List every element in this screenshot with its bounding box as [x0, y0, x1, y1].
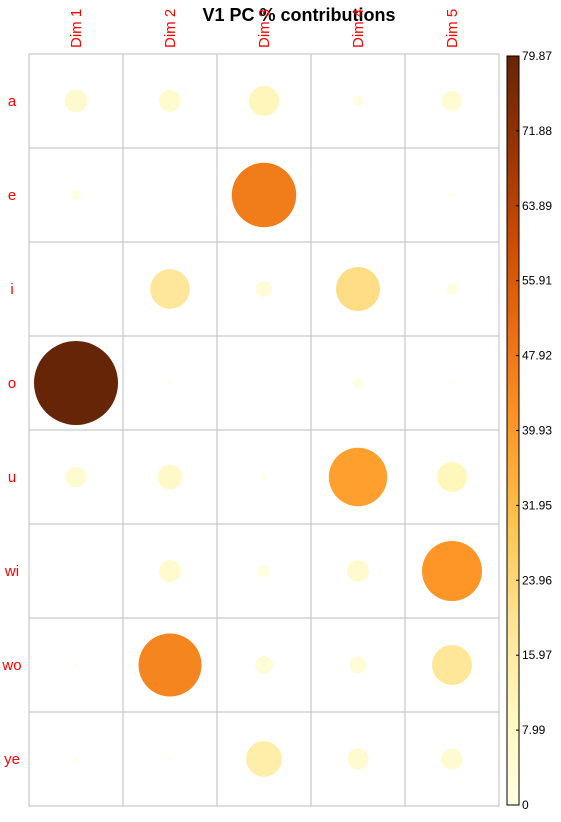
circle-a-dim-5: [441, 90, 463, 112]
column-label: Dim 2: [162, 9, 179, 48]
column-label: Dim 3: [256, 9, 273, 48]
circle-e-dim-5: [449, 192, 455, 198]
circle-wo-dim-3: [255, 656, 273, 674]
circle-wo-dim-2: [138, 633, 202, 697]
circle-u-dim-2: [157, 464, 183, 490]
circle-wi-dim-3: [258, 565, 270, 577]
colorbar-tick-label: 47.92: [522, 349, 552, 363]
circle-i-dim-5: [446, 283, 458, 295]
circle-i-dim-4: [336, 267, 380, 311]
row-label: u: [8, 469, 16, 486]
colorbar-tick-label: 31.95: [522, 498, 552, 512]
circle-a-dim-1: [64, 89, 88, 113]
colorbar-tick-label: 55.91: [522, 274, 552, 288]
colorbar-tick-label: 39.93: [522, 424, 552, 438]
row-label: a: [8, 93, 17, 110]
circle-wi-dim-4: [347, 560, 369, 582]
circle-wi-dim-5: [422, 541, 482, 601]
chart-title: V1 PC % contributions: [202, 5, 395, 25]
circle-o-dim-2: [168, 381, 172, 385]
circle-o-dim-5: [450, 381, 454, 385]
column-label: Dim 5: [444, 9, 461, 48]
circle-a-dim-4: [352, 95, 364, 107]
colorbar-tick-label: 23.96: [522, 573, 552, 587]
circle-ye-dim-3: [246, 741, 282, 777]
row-label: i: [10, 281, 13, 298]
circle-e-dim-3: [231, 162, 297, 228]
circle-i-dim-3: [256, 281, 272, 297]
circle-marks: [34, 85, 482, 777]
row-label: wi: [4, 563, 19, 580]
circle-ye-dim-5: [441, 748, 463, 770]
column-label: Dim 1: [68, 9, 85, 48]
colorbar-tick-label: 15.97: [522, 648, 552, 662]
circle-wo-dim-5: [432, 645, 472, 685]
axis-labels: a e i o u wi wo ye Dim 1 Dim 2 Dim 3 Dim 4 Dim 5: [1, 9, 461, 768]
circle-a-dim-2: [158, 89, 182, 113]
colorbar-tick-label: 71.88: [522, 124, 552, 138]
circle-o-dim-1: [34, 341, 118, 425]
circle-o-dim-4: [352, 377, 364, 389]
circle-ye-dim-2: [167, 756, 173, 762]
row-label: wo: [1, 657, 21, 674]
column-label: Dim 4: [350, 9, 367, 48]
circle-ye-dim-4: [347, 748, 369, 770]
plot-grid: [28, 53, 500, 807]
row-label: o: [8, 375, 16, 392]
colorbar-tick-label: 7.99: [522, 723, 546, 737]
colorbar-tick-label: 0: [522, 798, 529, 812]
circle-u-dim-1: [65, 466, 87, 488]
circle-e-dim-1: [71, 190, 81, 200]
row-label: ye: [4, 751, 20, 768]
circle-wo-dim-4: [349, 656, 367, 674]
color-legend: 79.87 71.88 63.89 55.91 47.92 39.93 31.95 23.96…: [506, 49, 552, 812]
circle-a-dim-3: [248, 85, 280, 117]
row-label: e: [8, 187, 16, 204]
circle-wi-dim-2: [158, 559, 182, 583]
colorbar-tick-label: 79.87: [522, 49, 552, 63]
circle-wo-dim-1: [73, 662, 79, 668]
circle-ye-dim-1: [73, 756, 79, 762]
circle-u-dim-3: [261, 474, 267, 480]
circle-i-dim-2: [150, 269, 190, 309]
circle-u-dim-5: [436, 461, 468, 493]
colorbar-tick-label: 63.89: [522, 199, 552, 213]
circle-u-dim-4: [328, 447, 388, 507]
